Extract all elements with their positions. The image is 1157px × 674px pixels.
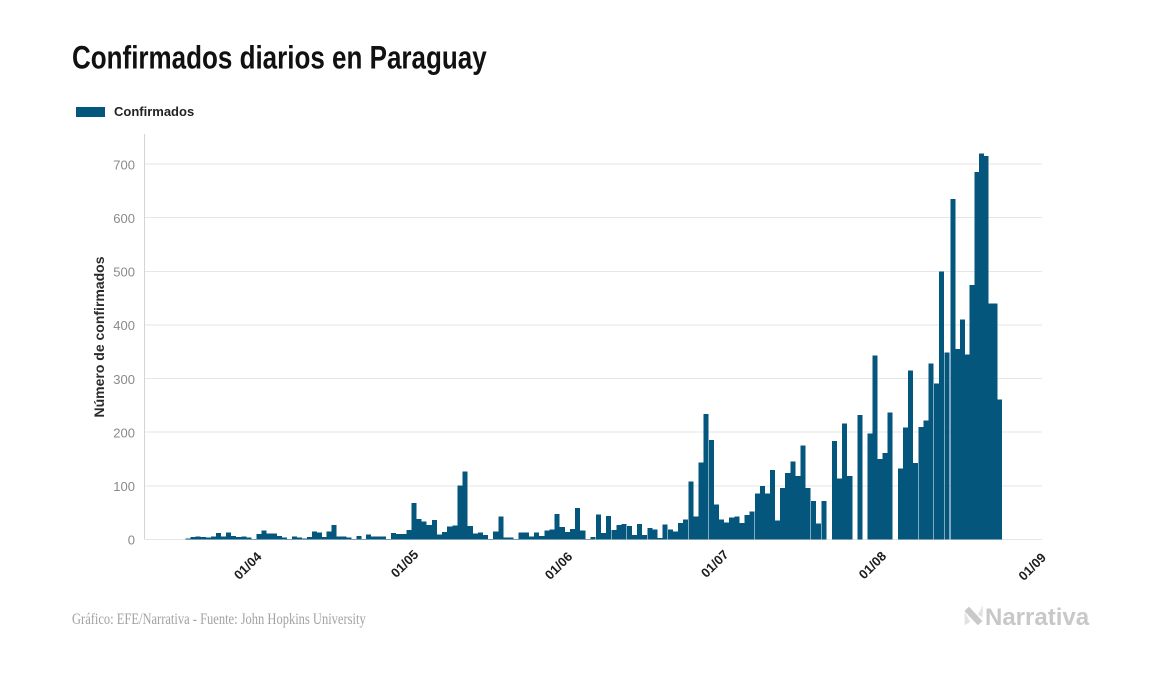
- svg-text:01/08: 01/08: [856, 548, 890, 582]
- svg-text:200: 200: [113, 425, 135, 440]
- svg-text:01/04: 01/04: [231, 548, 265, 582]
- svg-text:300: 300: [113, 372, 135, 387]
- svg-text:600: 600: [113, 211, 135, 226]
- svg-text:01/09: 01/09: [1015, 550, 1049, 584]
- svg-text:01/06: 01/06: [542, 549, 576, 583]
- svg-text:400: 400: [113, 318, 135, 333]
- svg-text:01/07: 01/07: [698, 547, 732, 581]
- svg-text:100: 100: [113, 479, 135, 494]
- svg-text:500: 500: [113, 265, 135, 280]
- svg-text:700: 700: [113, 157, 135, 172]
- svg-text:01/05: 01/05: [388, 547, 422, 581]
- svg-text:0: 0: [128, 533, 135, 548]
